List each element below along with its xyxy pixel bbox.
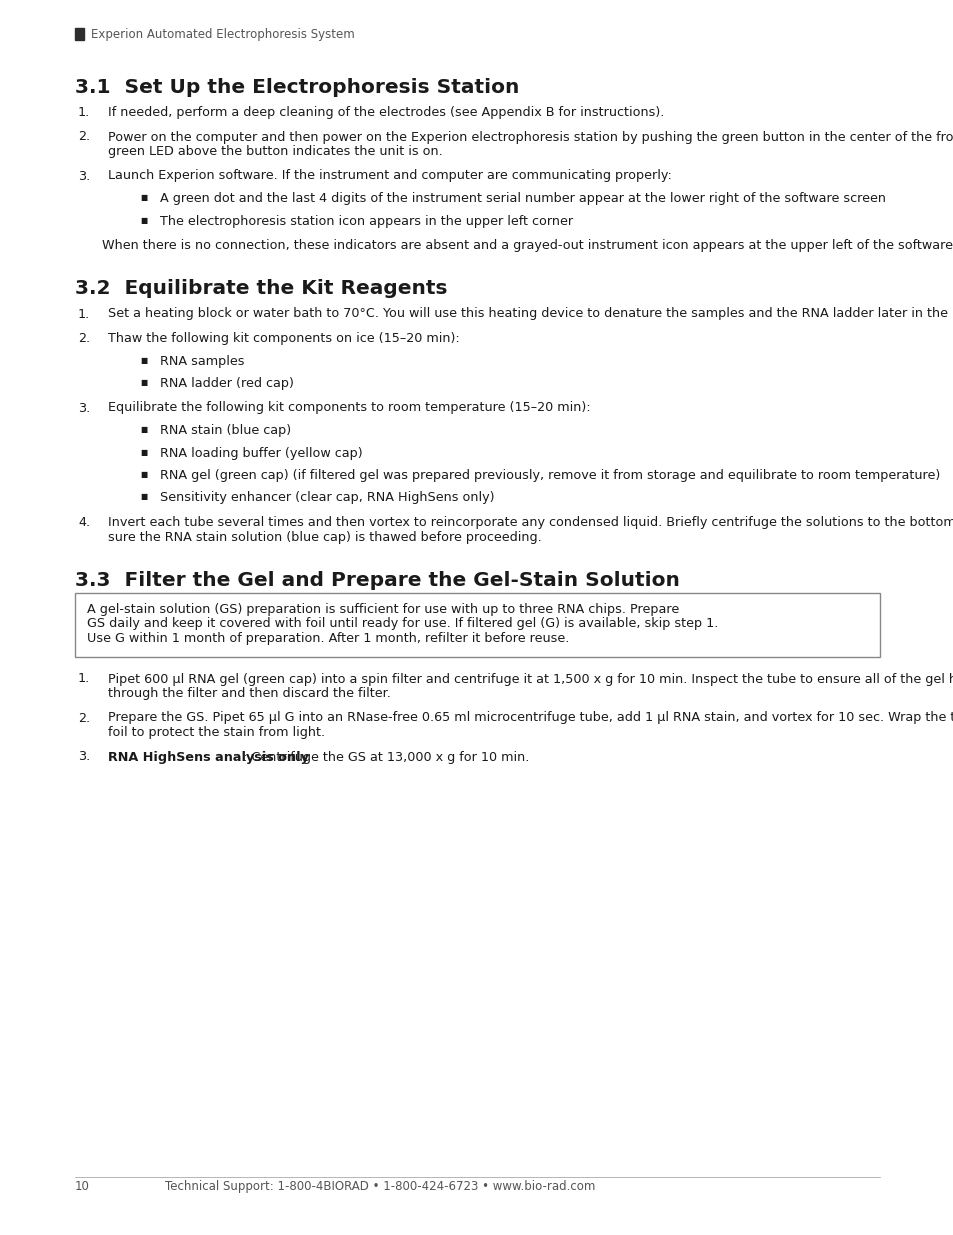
Text: 10: 10 bbox=[75, 1179, 90, 1193]
Text: RNA samples: RNA samples bbox=[160, 354, 244, 368]
Text: 3.: 3. bbox=[78, 169, 91, 183]
Text: RNA loading buffer (yellow cap): RNA loading buffer (yellow cap) bbox=[160, 447, 362, 459]
Text: sure the RNA stain solution (blue cap) is thawed before proceeding.: sure the RNA stain solution (blue cap) i… bbox=[108, 531, 541, 543]
Text: 3.3  Filter the Gel and Prepare the Gel-Stain Solution: 3.3 Filter the Gel and Prepare the Gel-S… bbox=[75, 571, 679, 590]
Text: RNA stain (blue cap): RNA stain (blue cap) bbox=[160, 424, 291, 437]
Text: 3.: 3. bbox=[78, 751, 91, 763]
Text: Experion Automated Electrophoresis System: Experion Automated Electrophoresis Syste… bbox=[91, 28, 355, 41]
Text: RNA gel (green cap) (if filtered gel was prepared previously, remove it from sto: RNA gel (green cap) (if filtered gel was… bbox=[160, 469, 940, 482]
Text: 1.: 1. bbox=[78, 673, 91, 685]
Text: 3.: 3. bbox=[78, 401, 91, 415]
Text: 4.: 4. bbox=[78, 516, 90, 529]
Text: RNA ladder (red cap): RNA ladder (red cap) bbox=[160, 377, 294, 390]
Text: The electrophoresis station icon appears in the upper left corner: The electrophoresis station icon appears… bbox=[160, 215, 573, 227]
Text: 3.1  Set Up the Electrophoresis Station: 3.1 Set Up the Electrophoresis Station bbox=[75, 78, 518, 98]
Text: 3.2  Equilibrate the Kit Reagents: 3.2 Equilibrate the Kit Reagents bbox=[75, 279, 447, 299]
Text: ■: ■ bbox=[140, 193, 147, 203]
Bar bbox=[75, 28, 84, 40]
FancyBboxPatch shape bbox=[75, 593, 879, 657]
Text: 1.: 1. bbox=[78, 106, 91, 119]
Text: RNA HighSens analysis only: RNA HighSens analysis only bbox=[108, 751, 309, 763]
Text: Thaw the following kit components on ice (15–20 min):: Thaw the following kit components on ice… bbox=[108, 332, 459, 345]
Text: Sensitivity enhancer (clear cap, RNA HighSens only): Sensitivity enhancer (clear cap, RNA Hig… bbox=[160, 492, 494, 505]
Text: Launch Experion software. If the instrument and computer are communicating prope: Launch Experion software. If the instrum… bbox=[108, 169, 671, 183]
Text: If needed, perform a deep cleaning of the electrodes (see Appendix B for instruc: If needed, perform a deep cleaning of th… bbox=[108, 106, 663, 119]
Text: 2.: 2. bbox=[78, 332, 90, 345]
Text: Technical Support: 1-800-4BIORAD • 1-800-424-6723 • www.bio-rad.com: Technical Support: 1-800-4BIORAD • 1-800… bbox=[165, 1179, 595, 1193]
Text: Set a heating block or water bath to 70°C. You will use this heating device to d: Set a heating block or water bath to 70°… bbox=[108, 308, 953, 321]
Text: Power on the computer and then power on the Experion electrophoresis station by : Power on the computer and then power on … bbox=[108, 131, 953, 143]
Text: through the filter and then discard the filter.: through the filter and then discard the … bbox=[108, 687, 391, 700]
Text: GS daily and keep it covered with foil until ready for use. If filtered gel (G) : GS daily and keep it covered with foil u… bbox=[87, 618, 718, 631]
Text: When there is no connection, these indicators are absent and a grayed-out instru: When there is no connection, these indic… bbox=[102, 240, 953, 252]
Text: Pipet 600 μl RNA gel (green cap) into a spin filter and centrifuge it at 1,500 x: Pipet 600 μl RNA gel (green cap) into a … bbox=[108, 673, 953, 685]
Text: Equilibrate the following kit components to room temperature (15–20 min):: Equilibrate the following kit components… bbox=[108, 401, 590, 415]
Text: A green dot and the last 4 digits of the instrument serial number appear at the : A green dot and the last 4 digits of the… bbox=[160, 191, 885, 205]
Text: ■: ■ bbox=[140, 215, 147, 225]
Text: ■: ■ bbox=[140, 471, 147, 479]
Text: 2.: 2. bbox=[78, 711, 90, 725]
Text: Use G within 1 month of preparation. After 1 month, refilter it before reuse.: Use G within 1 month of preparation. Aft… bbox=[87, 632, 569, 645]
Text: Invert each tube several times and then vortex to reincorporate any condensed li: Invert each tube several times and then … bbox=[108, 516, 953, 529]
Text: A gel-stain solution (GS) preparation is sufficient for use with up to three RNA: A gel-stain solution (GS) preparation is… bbox=[87, 603, 679, 616]
Text: ■: ■ bbox=[140, 378, 147, 387]
Text: Prepare the GS. Pipet 65 μl G into an RNase-free 0.65 ml microcentrifuge tube, a: Prepare the GS. Pipet 65 μl G into an RN… bbox=[108, 711, 953, 725]
Text: : Centrifuge the GS at 13,000 x g for 10 min.: : Centrifuge the GS at 13,000 x g for 10… bbox=[243, 751, 529, 763]
Text: 2.: 2. bbox=[78, 131, 90, 143]
Text: ■: ■ bbox=[140, 447, 147, 457]
Text: 1.: 1. bbox=[78, 308, 91, 321]
Text: green LED above the button indicates the unit is on.: green LED above the button indicates the… bbox=[108, 144, 442, 158]
Text: ■: ■ bbox=[140, 356, 147, 364]
Text: ■: ■ bbox=[140, 493, 147, 501]
Text: ■: ■ bbox=[140, 425, 147, 433]
Text: foil to protect the stain from light.: foil to protect the stain from light. bbox=[108, 726, 325, 739]
